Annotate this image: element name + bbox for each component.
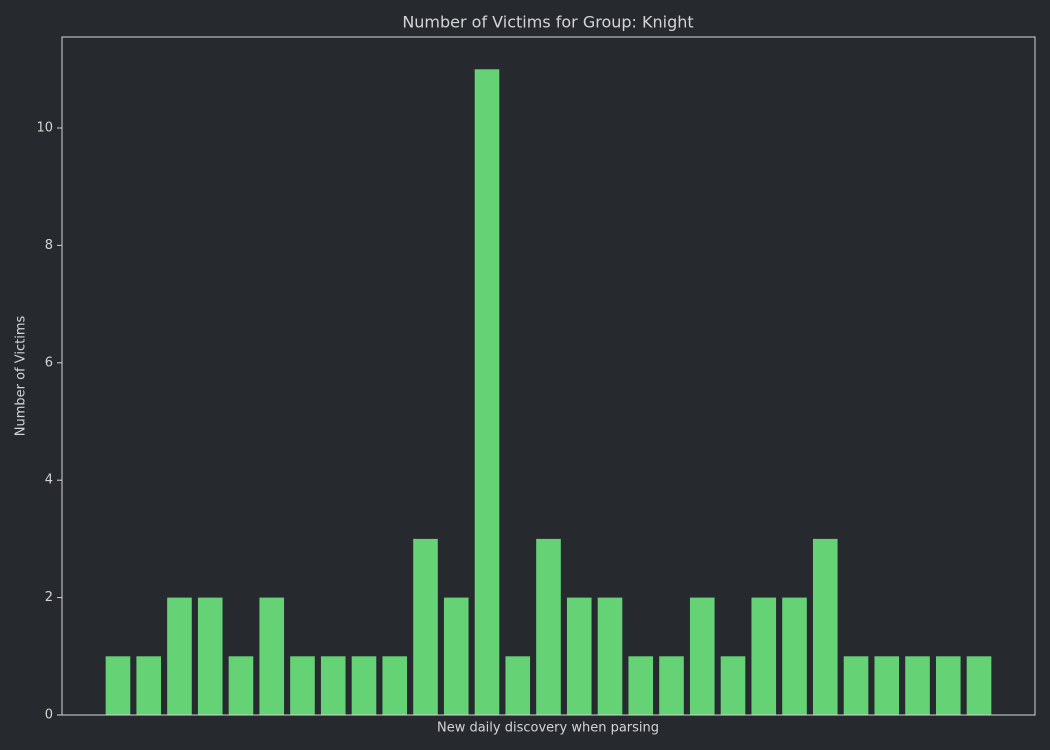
bar [966,656,992,715]
bar [505,656,531,715]
x-axis-label: New daily discovery when parsing [437,721,659,736]
bar [351,656,377,715]
bar [874,656,900,715]
bar [105,656,131,715]
bar [659,656,684,715]
y-tick-label: 2 [45,590,53,605]
bar [782,597,807,715]
bar [197,597,223,715]
bar [228,656,254,715]
bar [443,597,469,715]
bar [536,538,561,715]
y-tick-label: 4 [45,473,53,488]
y-axis-label: Number of Victims [14,316,29,437]
bar [136,656,162,715]
bar [597,597,623,715]
y-tick-label: 10 [36,120,53,135]
bar [474,69,500,716]
bar [905,656,930,715]
bar [259,597,285,715]
y-tick-label: 0 [45,708,53,723]
bar [751,597,777,715]
y-tick-label: 8 [45,238,53,253]
bar [320,656,346,715]
chart-title: Number of Victims for Group: Knight [402,13,693,32]
bar [167,597,192,715]
bar [566,597,592,715]
y-tick-label: 6 [45,355,53,370]
bar [843,656,869,715]
bar [935,656,961,715]
plot-frame [61,36,1036,716]
bar [689,597,715,715]
bar [720,656,746,715]
bar [290,656,315,715]
bar [628,656,654,715]
bar [413,538,438,715]
bar [812,538,838,715]
bar [382,656,408,715]
